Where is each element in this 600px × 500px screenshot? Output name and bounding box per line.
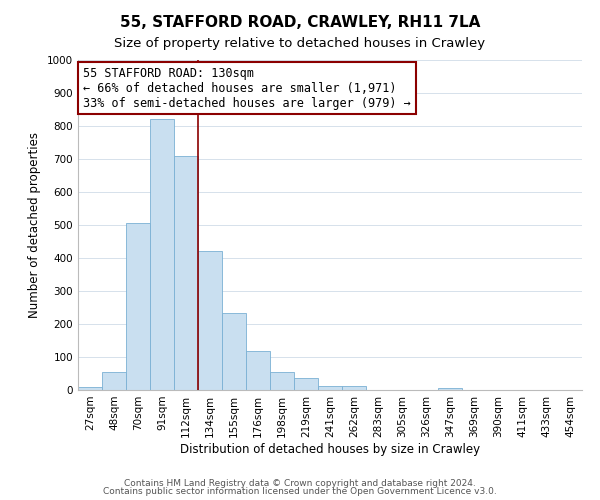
Text: 55 STAFFORD ROAD: 130sqm
← 66% of detached houses are smaller (1,971)
33% of sem: 55 STAFFORD ROAD: 130sqm ← 66% of detach… xyxy=(83,66,411,110)
Bar xyxy=(102,372,126,390)
Y-axis label: Number of detached properties: Number of detached properties xyxy=(28,132,41,318)
Bar xyxy=(78,386,102,390)
Bar xyxy=(150,120,174,390)
Bar xyxy=(318,386,342,390)
Bar xyxy=(198,252,222,390)
Bar xyxy=(438,388,462,390)
Bar xyxy=(126,224,150,390)
X-axis label: Distribution of detached houses by size in Crawley: Distribution of detached houses by size … xyxy=(180,442,480,456)
Text: 55, STAFFORD ROAD, CRAWLEY, RH11 7LA: 55, STAFFORD ROAD, CRAWLEY, RH11 7LA xyxy=(120,15,480,30)
Bar xyxy=(294,378,318,390)
Text: Size of property relative to detached houses in Crawley: Size of property relative to detached ho… xyxy=(115,38,485,51)
Bar xyxy=(342,386,366,390)
Bar xyxy=(174,156,198,390)
Bar xyxy=(270,372,294,390)
Bar xyxy=(222,313,246,390)
Text: Contains HM Land Registry data © Crown copyright and database right 2024.: Contains HM Land Registry data © Crown c… xyxy=(124,478,476,488)
Text: Contains public sector information licensed under the Open Government Licence v3: Contains public sector information licen… xyxy=(103,487,497,496)
Bar xyxy=(246,351,270,390)
